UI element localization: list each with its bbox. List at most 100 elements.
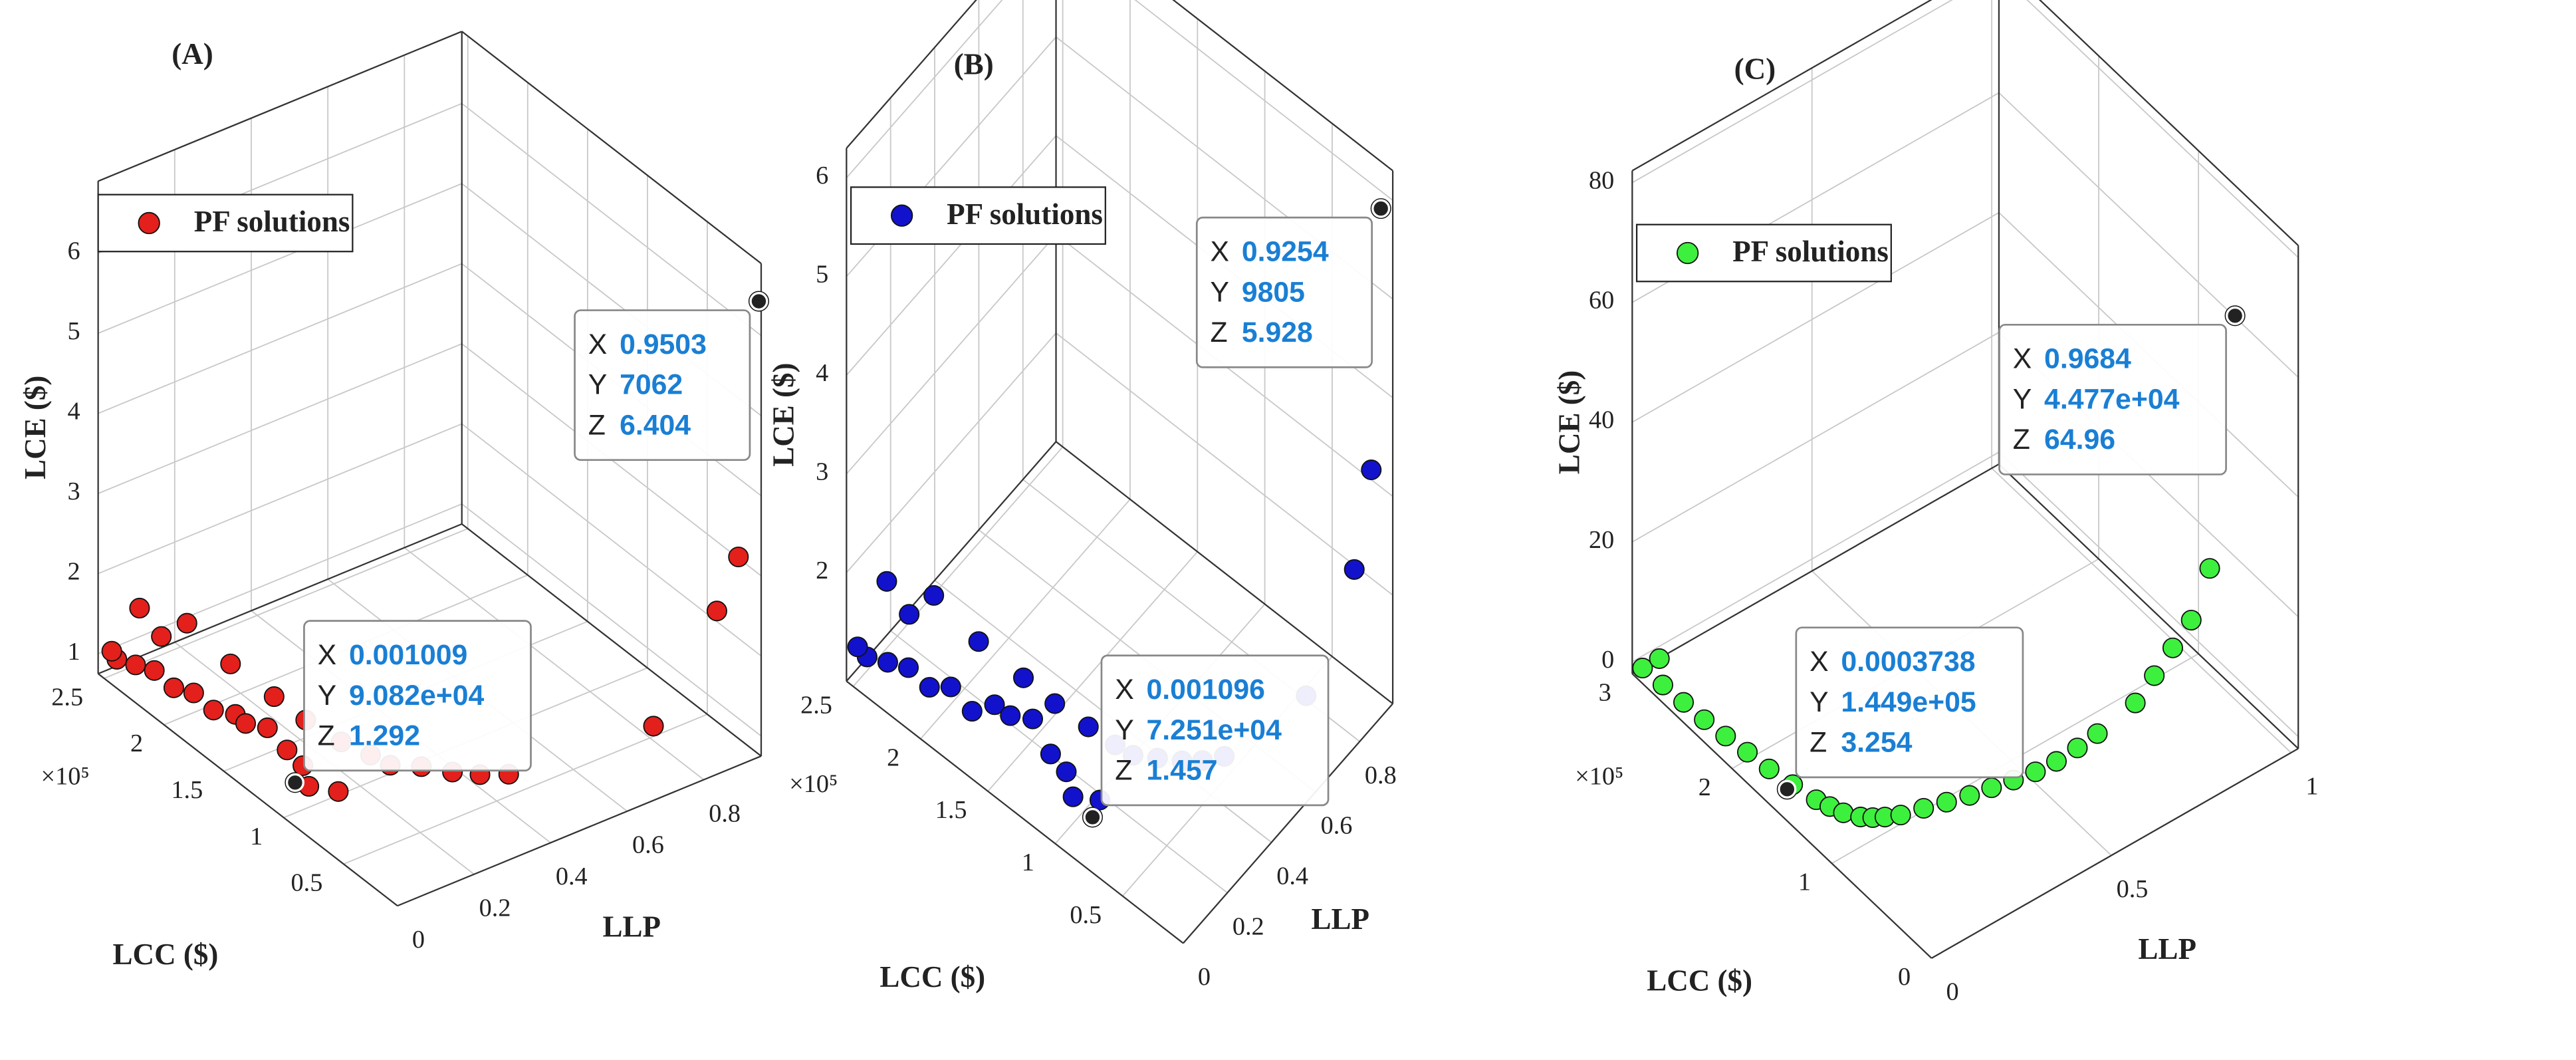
point [1022,708,1044,729]
datatip-box [1195,216,1373,368]
x-tick-label: 0.6 [632,831,664,859]
grid-line [1998,452,2299,737]
datatip-box [1998,323,2227,475]
y-tick-label: 2 [1698,773,1711,801]
datatip-box [1100,654,1330,807]
point [257,717,278,738]
grid-line [1998,92,2299,378]
point [144,660,165,681]
legend-marker [1676,241,1699,265]
point [1833,802,1854,823]
point [1652,674,1673,696]
x-tick-label: 0.8 [1365,761,1397,789]
box-edge [846,0,977,149]
y-tick-label: 0.5 [1070,901,1102,929]
z-tick-label: 20 [1589,526,1614,554]
grid-line [846,332,1057,573]
datatip-marker [749,291,768,311]
z-axis-label: LCE ($) [767,362,800,466]
x-tick-label: 0 [1198,963,1211,991]
point [277,739,298,761]
datatip-field: X [318,639,337,671]
datatip-value: 5.928 [1242,317,1313,348]
y-tick-label: 1 [1798,868,1811,896]
y-tick-label: 2.5 [800,692,832,720]
datatip-box [1795,626,2024,779]
panel-label: (C) [1734,52,1776,85]
datatip-marker [1371,199,1391,218]
grid-line [98,263,463,414]
grid-line [1991,467,2292,753]
grid-line [1631,452,2000,662]
point [220,653,241,674]
point [1694,709,1715,730]
point [1062,786,1084,807]
grid-line [920,499,1131,739]
point [1913,797,1934,819]
grid-line [846,0,1003,179]
grid-line [461,503,762,737]
point [2180,610,2202,631]
y-axis-label: LCC ($) [1647,964,1752,997]
grid-line [1631,332,2000,543]
z-tick-label: 0 [1601,646,1614,674]
box-edge [98,31,463,182]
datatip-field: X [2013,343,2032,375]
point [643,716,664,737]
point [203,700,224,721]
box-edge [97,673,398,906]
datatip-field: X [588,329,608,360]
grid-line [1055,332,1393,596]
legend-marker [890,204,913,227]
point [1981,777,2002,799]
point [923,585,945,606]
point [1758,758,1780,779]
y-tick-label: 1.5 [171,776,203,804]
point [328,781,349,802]
grid-line [852,446,1064,687]
y-tick-label: 0.5 [291,869,322,897]
x-tick-label: 0.2 [1232,912,1264,940]
box-edge [461,523,762,757]
point [847,636,868,658]
z-tick-label: 2 [67,557,80,585]
grid-line [846,233,1057,475]
panel: 0 0.5 1 0 1 2 3 0 20 40 60 80 LLP LCC ($) LCE ($) ×10⁵ (… [1553,0,2318,1006]
point [2162,637,2183,658]
datatip-value: 9.082e+04 [349,680,485,712]
point [1056,761,1077,783]
point [2067,737,2088,759]
box-edge [1998,464,2299,749]
x-tick-label: 0 [1946,978,1959,1006]
point [263,686,285,708]
box-edge [1055,441,1393,705]
y-tick-label: 2 [887,743,899,771]
point [728,546,749,568]
datatip-marker [285,773,304,792]
point [176,612,197,634]
datatip-value: 3.254 [1841,727,1912,759]
datatip-field: Z [1211,317,1228,348]
panel: 0 0.2 0.4 0.6 0.8 0.5 1 1.5 2 2.5 1 2 3 4 5 6 LLP LCC ($)… [19,31,769,971]
point [101,640,122,662]
z-tick-label: 5 [67,317,80,345]
grid-line [1134,0,1393,201]
z-tick-label: 5 [816,261,828,289]
datatip-field: Z [1810,727,1827,759]
datatip-field: Y [1211,276,1230,308]
x-tick-label: 0.8 [709,799,741,827]
x-tick-label: 0.6 [1321,812,1353,840]
y-tick-label: 3 [1599,678,1611,706]
datatip-value: 4.477e+04 [2044,383,2180,415]
datatip-value: 0.0003738 [1841,646,1975,678]
box-edge [846,441,1057,682]
z-tick-label: 4 [67,397,80,425]
panel-label: (B) [954,48,994,81]
point [968,631,989,652]
datatip-value: 0.001096 [1147,674,1265,706]
z-tick-label: 1 [67,638,80,666]
point [1673,692,1695,713]
panel: 0 0.2 0.4 0.6 0.8 0.5 1 1.5 2 2.5 2 3 4 5 6 LLP LCC ($) L… [767,0,1397,994]
legend-label: PF solutions [947,198,1103,231]
point [125,654,146,676]
